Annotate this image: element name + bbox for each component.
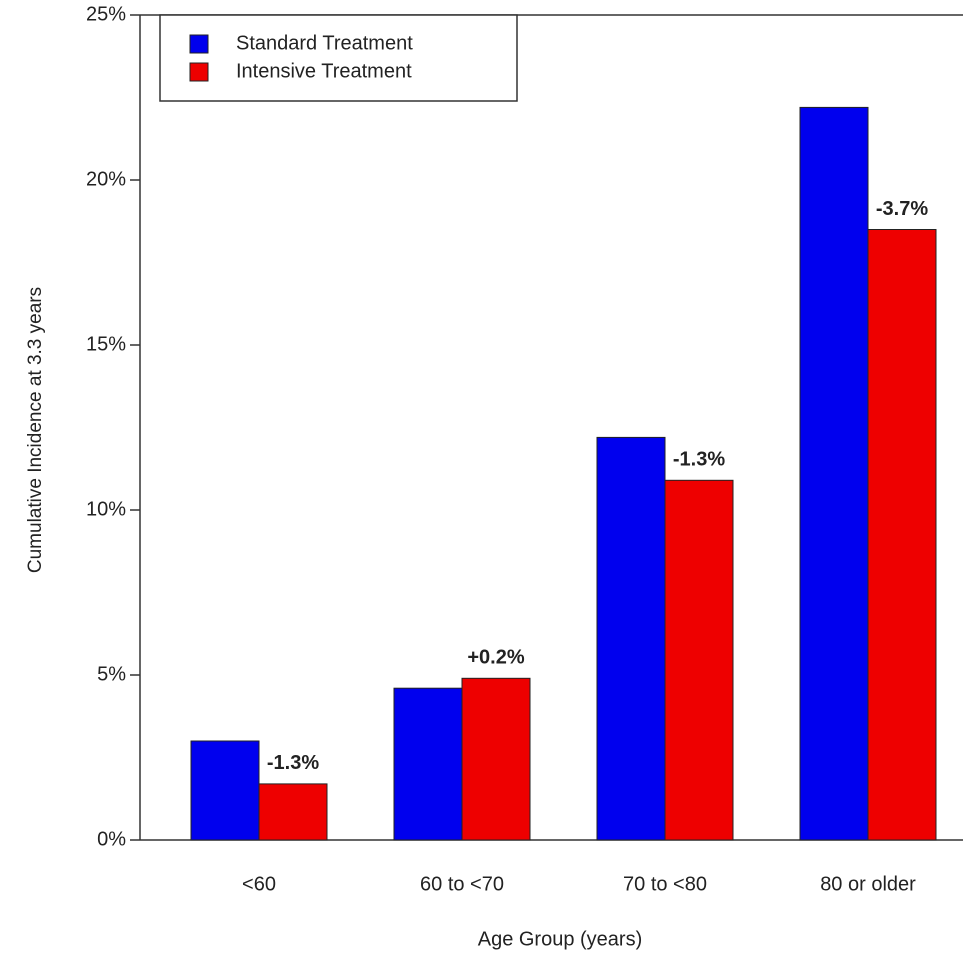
- bar: [258, 783, 328, 841]
- bar: [596, 436, 666, 841]
- y-tick-label: 5%: [97, 663, 126, 685]
- x-tick-label: 80 or older: [820, 873, 916, 895]
- y-axis-title: Cumulative Incidence at 3.3 years: [25, 287, 46, 573]
- bar: [867, 229, 937, 841]
- bar: [190, 740, 260, 841]
- legend-box: [159, 14, 518, 102]
- bar: [393, 687, 463, 841]
- x-tick-label: 60 to <70: [420, 873, 504, 895]
- y-tick-label: 20%: [86, 168, 126, 190]
- y-tick-label: 0%: [97, 828, 126, 850]
- legend-swatch: [189, 34, 209, 54]
- legend-label: Standard Treatment: [236, 32, 413, 54]
- bar: [461, 677, 531, 841]
- annotation: -1.3%: [267, 752, 319, 774]
- y-tick-label: 25%: [86, 3, 126, 25]
- y-tick-label: 15%: [86, 333, 126, 355]
- x-tick-label: 70 to <80: [623, 873, 707, 895]
- annotation: -3.7%: [876, 198, 928, 220]
- bar: [664, 479, 734, 841]
- annotation: +0.2%: [467, 647, 524, 669]
- bar: [799, 106, 869, 841]
- y-tick-label: 10%: [86, 498, 126, 520]
- x-tick-label: <60: [242, 873, 276, 895]
- legend-label: Intensive Treatment: [236, 60, 412, 82]
- annotation: -1.3%: [673, 449, 725, 471]
- legend-swatch: [189, 62, 209, 82]
- x-axis-title: Age Group (years): [478, 928, 643, 950]
